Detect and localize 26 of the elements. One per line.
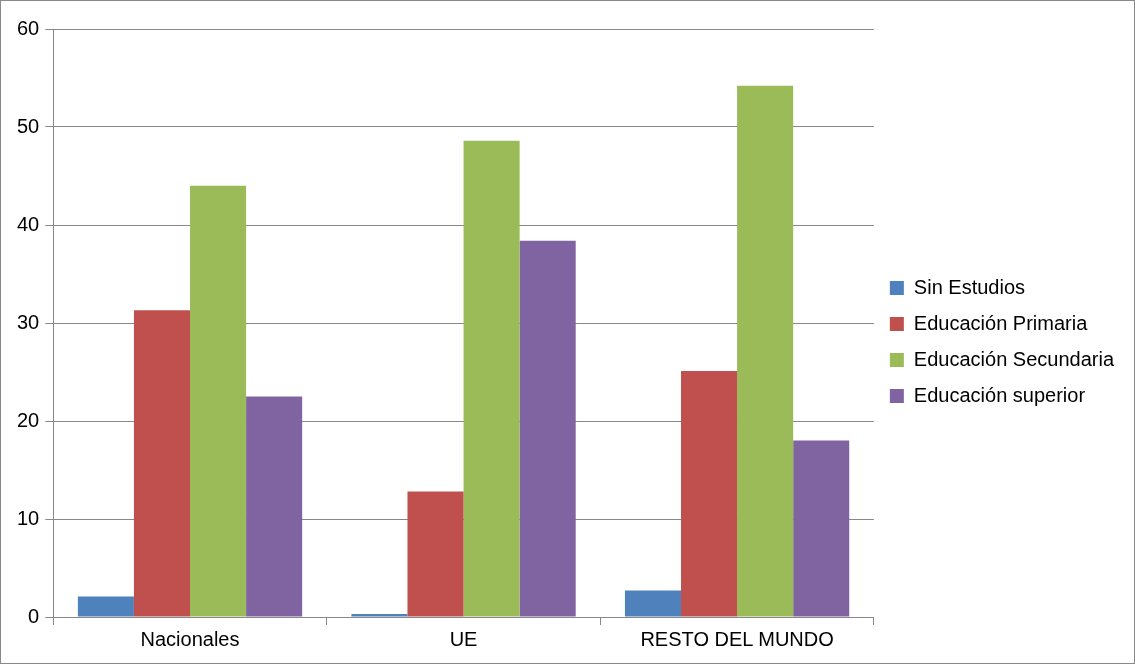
bar (246, 396, 303, 617)
bar (190, 185, 247, 617)
y-tick-label: 20 (17, 408, 40, 431)
bar (624, 590, 682, 617)
bar (793, 440, 850, 617)
y-tick-label: 0 (28, 604, 40, 627)
y-tick-label: 40 (17, 212, 40, 235)
bar (519, 240, 576, 617)
bar (407, 491, 464, 617)
bar (77, 596, 134, 617)
y-tick-label: 30 (17, 310, 40, 333)
y-tick-label: 10 (17, 506, 40, 529)
bar (351, 614, 408, 617)
legend-label: Sin Estudios (913, 275, 1026, 298)
legend-label: Educación Primaria (913, 311, 1089, 334)
legend-label: Educación superior (913, 383, 1086, 406)
bar (681, 371, 738, 617)
x-tick-label: Nacionales (140, 627, 240, 650)
y-tick-label: 50 (17, 114, 40, 137)
bar (737, 85, 794, 617)
x-tick-label: UE (449, 627, 478, 650)
bar (463, 140, 520, 617)
y-tick-label: 60 (17, 16, 40, 39)
legend-label: Educación Secundaria (913, 347, 1115, 370)
x-tick-label: RESTO DEL MUNDO (640, 627, 834, 650)
bar (133, 310, 191, 617)
